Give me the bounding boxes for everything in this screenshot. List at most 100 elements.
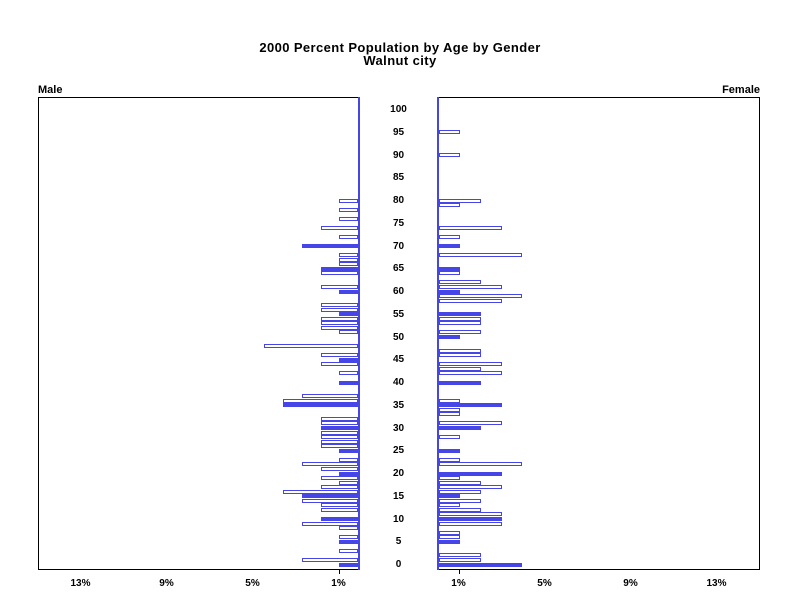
male-bar-age-8 [339, 526, 358, 531]
male-percent-tick-label-5%: 5% [245, 578, 260, 589]
female-bar-age-47 [439, 348, 481, 353]
male-bar-age-29 [321, 430, 358, 435]
age-tick-label-10: 10 [392, 513, 405, 525]
female-bar-age-16 [439, 489, 481, 494]
age-tick-label-60: 60 [392, 286, 405, 297]
male-bar-age-51 [339, 330, 358, 335]
male-bar-age-18 [339, 480, 358, 485]
female-bar-age-35 [439, 403, 502, 408]
male-bar-age-27 [321, 439, 358, 444]
male-bar-age-57 [321, 303, 358, 308]
male-bar-age-65 [321, 266, 358, 271]
age-tick-label-5: 5 [395, 536, 402, 548]
age-tick-label-40: 40 [392, 377, 405, 388]
age-tick-label-90: 90 [392, 149, 405, 161]
male-bar-age-31 [321, 421, 358, 426]
female-zero-axis-line [437, 97, 439, 570]
male-bar-age-14 [302, 498, 358, 503]
female-bar-age-42 [439, 371, 502, 376]
age-tick-label-55: 55 [392, 308, 405, 320]
female-bar-age-31 [439, 421, 502, 426]
female-bar-age-50 [439, 335, 460, 339]
female-bar-age-10 [439, 517, 502, 521]
female-bar-age-54 [439, 316, 481, 321]
male-bar-age-5 [339, 539, 358, 544]
male-bar-age-42 [339, 371, 358, 376]
age-tick-label-0: 0 [395, 559, 402, 570]
female-bar-age-13 [439, 503, 460, 508]
age-tick-label-15: 15 [392, 490, 405, 502]
male-bar-age-80 [339, 198, 358, 203]
male-axis-label: Male [38, 84, 63, 96]
female-bar-age-65 [439, 266, 460, 271]
male-bar-age-32 [321, 416, 358, 421]
age-tick-label-20: 20 [392, 468, 405, 479]
male-bar-age-76 [339, 216, 358, 221]
male-bar-age-66 [339, 262, 358, 267]
male-bar-age-15 [302, 494, 358, 499]
male-bar-age-64 [321, 271, 358, 276]
male-bar-age-21 [321, 466, 358, 471]
male-bar-age-60 [339, 289, 358, 294]
female-bar-age-95 [439, 130, 460, 135]
male-bar-age-13 [321, 503, 358, 508]
female-bar-age-7 [439, 530, 460, 535]
male-bar-age-16 [283, 489, 358, 494]
male-bar-age-46 [321, 353, 358, 358]
male-bar-age-9 [302, 521, 358, 526]
male-bar-age-74 [321, 225, 358, 230]
female-bar-age-28 [439, 435, 460, 440]
female-bar-age-60 [439, 289, 460, 294]
male-bar-age-30 [321, 426, 358, 430]
male-bar-age-44 [321, 362, 358, 367]
female-bar-age-36 [439, 398, 460, 403]
female-bar-age-33 [439, 412, 460, 417]
male-bar-age-28 [321, 435, 358, 440]
male-bar-age-23 [339, 457, 358, 462]
female-bar-age-79 [439, 203, 460, 208]
female-bar-age-17 [439, 485, 502, 490]
age-tick-label-65: 65 [392, 263, 405, 275]
age-tick-label-80: 80 [392, 195, 405, 206]
female-bar-age-5 [439, 539, 460, 544]
female-bar-age-59 [439, 294, 522, 299]
female-bar-age-34 [439, 407, 460, 412]
chart-title: 2000 Percent Population by Age by Gender… [0, 41, 800, 67]
male-zero-axis-line [358, 97, 360, 570]
age-tick-label-25: 25 [392, 445, 405, 457]
female-bar-age-2 [439, 553, 481, 558]
female-bar-age-19 [439, 476, 460, 481]
female-bar-age-80 [439, 198, 481, 203]
age-tick-label-70: 70 [392, 240, 405, 252]
female-bar-age-70 [439, 244, 460, 248]
female-bar-age-46 [439, 353, 481, 358]
age-tick-label-30: 30 [392, 422, 405, 434]
male-bar-age-17 [321, 485, 358, 490]
male-bar-age-10 [321, 517, 358, 521]
male-percent-tick-label-1%: 1% [331, 578, 346, 589]
age-axis: 0 5 10 15 20 25 30 35 40 45 50 55 60 65 70 75 80 85 90 95 10… [360, 97, 437, 575]
female-bar-age-22 [439, 462, 522, 467]
male-bar-age-12 [321, 507, 358, 512]
male-bar-age-55 [339, 312, 358, 317]
female-bar-age-43 [439, 366, 481, 371]
male-percent-tick-label-9%: 9% [159, 578, 174, 589]
female-bar-age-9 [439, 521, 502, 526]
female-bar-age-6 [439, 535, 460, 540]
female-bar-age-61 [439, 284, 502, 289]
age-tick-label-85: 85 [392, 172, 405, 184]
male-bar-age-6 [339, 535, 358, 540]
male-one-percent-tick [339, 570, 340, 574]
male-bar-age-45 [339, 357, 358, 362]
female-bar-age-58 [439, 298, 502, 303]
female-axis-label: Female [722, 84, 760, 96]
male-bar-age-70 [302, 244, 358, 248]
female-bar-age-20 [439, 471, 502, 476]
male-bar-age-0 [339, 562, 358, 567]
female-bar-age-11 [439, 512, 502, 517]
female-bars-layer [439, 98, 759, 569]
male-bar-age-61 [321, 284, 358, 289]
female-bar-age-15 [439, 494, 460, 499]
female-bar-age-25 [439, 448, 460, 453]
